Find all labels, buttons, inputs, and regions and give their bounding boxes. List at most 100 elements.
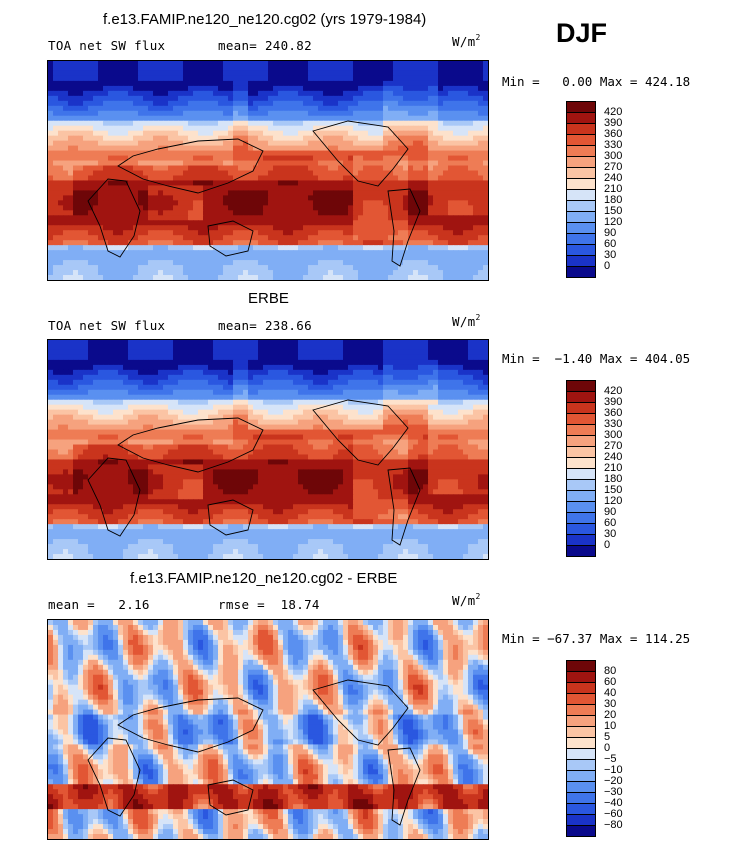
- heatmap-cell: [288, 70, 294, 77]
- heatmap-cell: [333, 240, 339, 246]
- heatmap-cell: [388, 140, 394, 147]
- heatmap-cell: [358, 220, 364, 226]
- heatmap-cell: [428, 235, 434, 241]
- heatmap-cell: [98, 215, 104, 221]
- heatmap-cell: [313, 110, 319, 117]
- heatmap-cell: [318, 200, 324, 206]
- heatmap-cell: [238, 359, 244, 366]
- heatmap-cell: [383, 80, 389, 87]
- heatmap-cell: [353, 394, 359, 401]
- heatmap-cell: [438, 170, 444, 177]
- heatmap-cell: [363, 105, 369, 112]
- heatmap-cell: [393, 270, 399, 276]
- heatmap-cell: [273, 61, 279, 67]
- heatmap-cell: [58, 340, 64, 346]
- heatmap-cell: [258, 230, 264, 236]
- heatmap-cell: [468, 205, 474, 211]
- heatmap-cell: [113, 175, 119, 182]
- heatmap-cell: [68, 80, 74, 87]
- heatmap-cell: [438, 70, 444, 77]
- heatmap-cell: [418, 145, 424, 152]
- heatmap-cell: [228, 210, 234, 216]
- heatmap-cell: [428, 205, 434, 211]
- heatmap-cell: [203, 260, 209, 266]
- heatmap-cell: [443, 265, 449, 271]
- heatmap-cell: [428, 170, 434, 177]
- heatmap-cell: [168, 364, 174, 371]
- heatmap-cell: [468, 260, 474, 266]
- heatmap-cell: [348, 200, 354, 206]
- heatmap-cell: [358, 359, 364, 366]
- heatmap-cell: [253, 344, 259, 351]
- heatmap-cell: [403, 135, 409, 142]
- heatmap-cell: [353, 185, 359, 192]
- heatmap-cell: [143, 190, 149, 196]
- heatmap-cell: [153, 374, 159, 381]
- heatmap-cell: [198, 235, 204, 241]
- heatmap-cell: [138, 215, 144, 221]
- heatmap-cell: [428, 125, 434, 132]
- heatmap-cell: [178, 200, 184, 206]
- heatmap-cell: [238, 130, 244, 137]
- heatmap-cell: [98, 275, 104, 280]
- heatmap-cell: [303, 230, 309, 236]
- heatmap-cell: [253, 120, 259, 127]
- heatmap-cell: [373, 235, 379, 241]
- heatmap-cell: [393, 354, 399, 361]
- heatmap-cell: [403, 120, 409, 127]
- heatmap-cell: [413, 70, 419, 77]
- heatmap-cell: [473, 110, 479, 117]
- heatmap-cell: [93, 70, 99, 77]
- heatmap-cell: [483, 250, 488, 256]
- heatmap-cell: [463, 150, 469, 157]
- heatmap-cell: [403, 270, 409, 276]
- heatmap-cell: [398, 160, 404, 167]
- heatmap-cell: [393, 374, 399, 381]
- heatmap-cell: [353, 374, 359, 381]
- heatmap-cell: [398, 140, 404, 147]
- heatmap-cell: [438, 145, 444, 152]
- heatmap-cell: [193, 95, 199, 102]
- heatmap-cell: [388, 175, 394, 182]
- heatmap-cell: [98, 240, 104, 246]
- heatmap-cell: [298, 340, 304, 346]
- heatmap-cell: [238, 349, 244, 356]
- heatmap-cell: [208, 115, 214, 122]
- heatmap-cell: [218, 150, 224, 157]
- heatmap-cell: [393, 379, 399, 386]
- heatmap-cell: [323, 61, 329, 67]
- heatmap-cell: [188, 364, 194, 371]
- heatmap-cell: [148, 155, 154, 162]
- heatmap-cell: [203, 155, 209, 162]
- heatmap-cell: [448, 75, 454, 82]
- heatmap-cell: [418, 210, 424, 216]
- colorbar-tick-label: 180: [604, 194, 623, 206]
- heatmap-cell: [283, 240, 289, 246]
- heatmap-cell: [203, 225, 209, 231]
- heatmap-cell: [203, 120, 209, 127]
- heatmap-cell: [48, 260, 54, 266]
- heatmap-cell: [48, 175, 54, 182]
- heatmap-cell: [258, 105, 264, 112]
- heatmap-cell: [373, 255, 379, 261]
- heatmap-cell: [443, 250, 449, 256]
- heatmap-cell: [88, 245, 94, 251]
- heatmap-cell: [383, 340, 389, 346]
- heatmap-cell: [308, 265, 314, 271]
- heatmap-cell: [398, 349, 404, 356]
- heatmap-cell: [478, 195, 484, 201]
- heatmap-cell: [53, 80, 59, 87]
- heatmap-cell: [433, 205, 439, 211]
- heatmap-cell: [258, 120, 264, 127]
- heatmap-cell: [63, 349, 69, 356]
- heatmap-cell: [398, 120, 404, 127]
- heatmap-cell: [108, 245, 114, 251]
- heatmap-cell: [313, 145, 319, 152]
- heatmap-cell: [308, 95, 314, 102]
- heatmap-cell: [308, 344, 314, 351]
- heatmap-cell: [148, 165, 154, 172]
- heatmap-cell: [383, 374, 389, 381]
- heatmap-cell: [283, 235, 289, 241]
- heatmap-cell: [458, 190, 464, 196]
- heatmap-cell: [53, 359, 59, 366]
